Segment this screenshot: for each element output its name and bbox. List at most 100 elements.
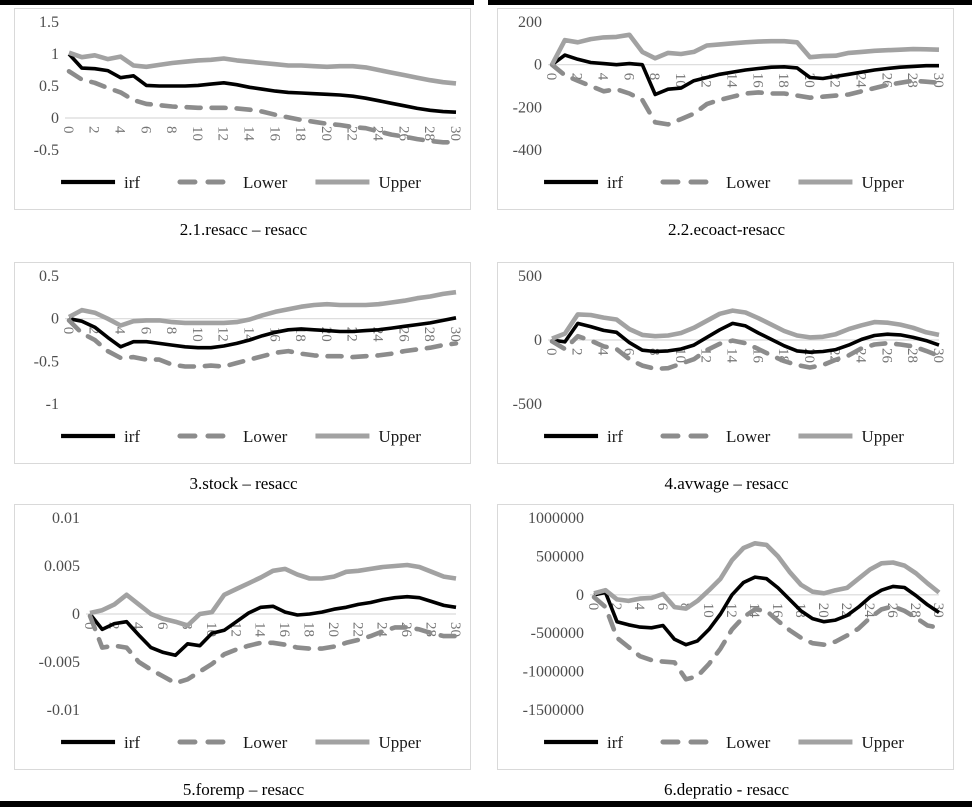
svg-text:18: 18 [775, 73, 791, 88]
svg-text:2: 2 [608, 603, 624, 611]
y-axis-tick-label: 0 [72, 606, 80, 623]
legend-upper-label: Upper [861, 173, 904, 192]
irf-line [88, 594, 457, 658]
svg-text:26: 26 [398, 622, 414, 638]
x-axis-tick-label: 10 [189, 327, 205, 342]
y-axis-tick-label: 1.5 [39, 14, 59, 31]
y-axis-tick-label: 0 [534, 57, 542, 74]
x-axis-tick-label: 4 [112, 126, 128, 134]
x-axis-tick-label: 10 [189, 126, 205, 141]
svg-text:28: 28 [421, 327, 437, 342]
svg-text:4: 4 [130, 622, 146, 630]
lower-line [87, 613, 459, 686]
y-axis-tick-label: -1000000 [523, 664, 584, 681]
x-axis-tick-label: 4 [112, 327, 128, 335]
svg-text:8: 8 [163, 126, 179, 134]
x-axis-tick-label: 6 [137, 327, 153, 335]
svg-text:0: 0 [585, 603, 601, 611]
y-axis-tick-label: 500 [518, 268, 542, 285]
y-axis-tick-label: 1 [51, 46, 59, 63]
x-axis-tick-label: 30 [447, 622, 463, 637]
lower-line [549, 62, 942, 127]
x-axis-tick-label: 12 [215, 126, 231, 141]
x-axis-tick-label: 2 [608, 603, 624, 611]
legend-irf-label: irf [607, 427, 623, 446]
svg-text:24: 24 [861, 603, 877, 619]
x-axis-tick-label: 6 [620, 348, 636, 356]
x-axis-tick-label: 22 [344, 327, 360, 342]
upper-line [549, 32, 940, 66]
chart-caption: 2.2.ecoact-resacc [667, 220, 786, 239]
svg-text:2: 2 [86, 327, 102, 335]
svg-text:10: 10 [189, 126, 205, 141]
svg-text:12: 12 [215, 327, 231, 342]
table-border-bottom [0, 801, 972, 807]
svg-text:30: 30 [447, 327, 463, 342]
chart-caption: 6.depratio - resacc [663, 780, 790, 799]
legend-irf-label: irf [607, 733, 623, 752]
svg-text:22: 22 [344, 327, 360, 342]
svg-text:10: 10 [672, 348, 688, 363]
x-axis-tick-label: 14 [241, 126, 257, 142]
svg-text:10: 10 [672, 73, 688, 88]
irf-line [67, 52, 457, 114]
upper-line [593, 540, 941, 611]
svg-text:14: 14 [241, 126, 257, 142]
x-axis-tick-label: 16 [749, 73, 765, 89]
x-axis-tick-label: 26 [878, 348, 894, 364]
y-axis-tick-label: -200 [513, 99, 542, 116]
svg-text:30: 30 [447, 126, 463, 141]
x-axis-tick-label: 18 [775, 73, 791, 88]
legend-lower-label: Lower [243, 173, 288, 192]
legend-irf-label: irf [607, 173, 623, 192]
chart-panel-stock-resacc: 0.5 0 -0.5 -1 0 2 4 6 8 10 12 14 16 18 20 22 24 26 28 30 irf… [14, 262, 471, 464]
chart-caption: 5.foremp – resacc [182, 780, 305, 799]
svg-text:20: 20 [325, 622, 341, 637]
svg-text:18: 18 [292, 126, 308, 141]
svg-text:30: 30 [447, 622, 463, 637]
x-axis-tick-label: 28 [421, 327, 437, 342]
svg-text:16: 16 [276, 622, 292, 638]
svg-text:6: 6 [137, 327, 153, 335]
svg-text:16: 16 [266, 126, 282, 142]
svg-text:6: 6 [154, 622, 170, 630]
x-axis-tick-label: 28 [904, 73, 920, 88]
y-axis-tick-label: -0.005 [39, 654, 80, 671]
x-axis-tick-label: 6 [154, 622, 170, 630]
x-axis-tick-label: 16 [276, 622, 292, 638]
y-axis-tick-label: -500000 [531, 625, 584, 642]
svg-text:8: 8 [163, 327, 179, 335]
x-axis-tick-label: 2 [86, 327, 102, 335]
svg-text:14: 14 [252, 622, 268, 638]
x-axis-tick-label: 14 [724, 73, 740, 89]
legend-upper-label: Upper [378, 427, 421, 446]
x-axis-tick-label: 0 [60, 126, 76, 134]
chart-panel-ecoact-resacc: 200 0 -200 -400 0 2 4 6 8 10 12 14 16 18 20 22 24 26 28 30 i… [497, 8, 954, 210]
x-axis-tick-label: 24 [853, 73, 869, 89]
legend-irf-label: irf [124, 733, 140, 752]
legend-upper-label: Upper [378, 733, 421, 752]
x-axis-tick-label: 12 [215, 327, 231, 342]
x-axis-tick-label: 26 [398, 622, 414, 638]
irf-line [550, 53, 939, 97]
y-axis-tick-label: 0.01 [52, 510, 80, 527]
y-axis-tick-label: 0.5 [39, 268, 59, 285]
lower-line [66, 318, 459, 369]
chart-panel-depratio-resacc: 1000000 500000 0 -500000 -1000000 -1500000 0 2 4… [497, 504, 954, 770]
svg-text:14: 14 [724, 348, 740, 364]
svg-text:16: 16 [749, 73, 765, 89]
legend-lower-label: Lower [243, 427, 288, 446]
x-axis-tick-label: 10 [700, 603, 716, 618]
y-axis-tick-label: -0.01 [47, 702, 80, 719]
y-axis-tick-label: -0.5 [34, 142, 59, 159]
irf-line [593, 575, 941, 647]
y-axis-tick-label: 500000 [536, 548, 584, 565]
svg-text:26: 26 [878, 348, 894, 364]
x-axis-tick-label: 6 [620, 73, 636, 81]
upper-line [551, 308, 940, 341]
y-axis-tick-label: 0 [51, 311, 59, 328]
svg-text:4: 4 [112, 126, 128, 134]
svg-text:0: 0 [543, 73, 559, 81]
